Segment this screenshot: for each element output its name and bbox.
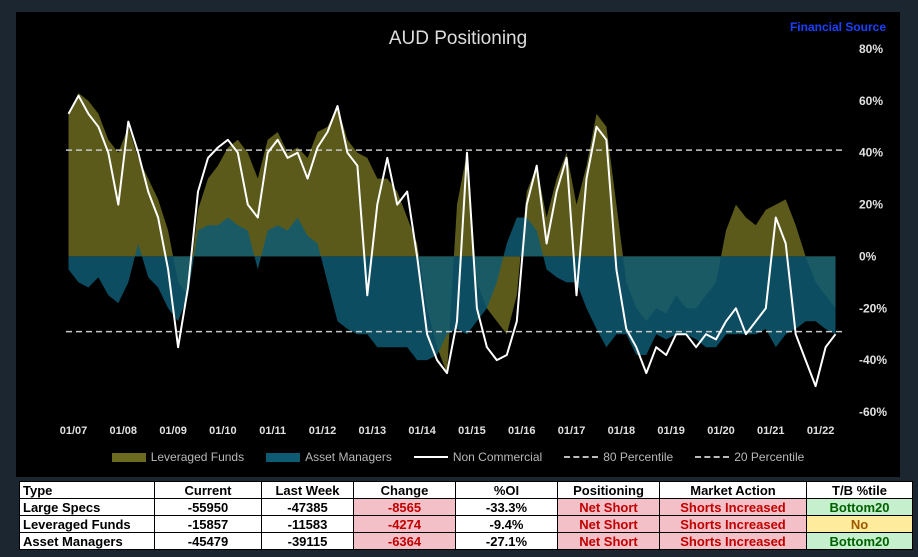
chart-panel: 80% 60% 40% 20% 0% -20% -40% -60% 01/07 01/08 01/0… [16, 12, 900, 477]
x-tick-label: 01/14 [408, 425, 436, 437]
col-last-week: Last Week [261, 481, 354, 499]
x-tick-label: 01/21 [757, 425, 785, 437]
col-tb-percentile: T/B %tile [806, 481, 913, 499]
legend-label: Non Commercial [452, 450, 543, 464]
table-header-row: Type Current Last Week Change %OI Positi… [19, 481, 913, 499]
cell-type: Leveraged Funds [19, 515, 155, 533]
legend-swatch [413, 456, 448, 458]
cell-market-action: Shorts Increased [659, 515, 807, 533]
legend-item-80-percentile: 80 Percentile [564, 450, 673, 464]
x-tick-label: 01/20 [707, 425, 735, 437]
x-tick-label: 01/22 [807, 425, 835, 437]
chart-svg: 80% 60% 40% 20% 0% -20% -40% -60% 01/07 01/08 01/0… [60, 42, 888, 437]
col-type: Type [19, 481, 155, 499]
legend-label: 20 Percentile [734, 450, 805, 464]
x-tick-label: 01/10 [209, 425, 237, 437]
source-label: Financial Source [789, 20, 886, 34]
cell-oi: -33.3% [455, 498, 558, 516]
y-tick-label: -60% [859, 405, 887, 419]
chart-title: AUD Positioning [388, 28, 528, 49]
x-tick-label: 01/19 [657, 425, 685, 437]
cell-tb-percentile: Bottom20 [806, 532, 913, 550]
cell-change: -4274 [353, 515, 456, 533]
cell-positioning: Net Short [557, 515, 660, 533]
legend: Leveraged Funds Asset Managers Non Comme… [16, 450, 900, 464]
legend-item-leveraged-funds: Leveraged Funds [111, 450, 245, 464]
table-row: Leveraged Funds -15857 -11583 -4274 -9.4… [19, 515, 913, 533]
cell-oi: -9.4% [455, 515, 558, 533]
cell-tb-percentile: No [806, 515, 913, 533]
area-asset-managers [68, 217, 836, 361]
legend-item-non-commercial: Non Commercial [413, 450, 543, 464]
y-tick-label: 0% [859, 249, 877, 263]
cell-last-week: -11583 [261, 515, 354, 533]
legend-swatch [111, 452, 146, 462]
y-tick-label: -40% [859, 353, 887, 367]
line-non-commercial [67, 94, 837, 388]
x-tick-label: 01/13 [359, 425, 387, 437]
col-change: Change [353, 481, 456, 499]
cell-type: Large Specs [19, 498, 155, 516]
legend-label: 80 Percentile [603, 450, 674, 464]
y-tick-label: -20% [859, 301, 887, 315]
legend-label: Asset Managers [305, 450, 392, 464]
x-tick-label: 01/18 [608, 425, 636, 437]
x-tick-label: 01/08 [110, 425, 138, 437]
x-tick-label: 01/16 [508, 425, 536, 437]
y-tick-label: 40% [859, 146, 883, 160]
x-tick-label: 01/11 [259, 425, 286, 437]
cell-market-action: Shorts Increased [659, 532, 807, 550]
x-tick-label: 01/15 [458, 425, 486, 437]
x-tick-label: 01/17 [558, 425, 586, 437]
legend-swatch [266, 452, 301, 462]
table-row: Asset Managers -45479 -39115 -6364 -27.1… [19, 532, 913, 550]
col-current: Current [154, 481, 262, 499]
cell-positioning: Net Short [557, 498, 660, 516]
x-tick-label: 01/09 [159, 425, 187, 437]
cell-current: -15857 [154, 515, 262, 533]
col-market-action: Market Action [659, 481, 807, 499]
legend-swatch [564, 456, 599, 458]
legend-label: Leveraged Funds [150, 450, 245, 464]
legend-item-asset-managers: Asset Managers [266, 450, 392, 464]
col-oi: %OI [455, 481, 558, 499]
positioning-table: Type Current Last Week Change %OI Positi… [19, 481, 913, 550]
y-tick-label: 80% [859, 42, 883, 56]
cell-type: Asset Managers [19, 532, 155, 550]
cell-last-week: -39115 [261, 532, 354, 550]
cell-market-action: Shorts Increased [659, 498, 807, 516]
legend-item-20-percentile: 20 Percentile [695, 450, 804, 464]
col-positioning: Positioning [557, 481, 660, 499]
cell-positioning: Net Short [557, 532, 660, 550]
cell-change: -6364 [353, 532, 456, 550]
cell-oi: -27.1% [455, 532, 558, 550]
cell-last-week: -47385 [261, 498, 354, 516]
cell-tb-percentile: Bottom20 [806, 498, 913, 516]
legend-swatch [695, 456, 730, 458]
x-tick-label: 01/07 [60, 425, 88, 437]
cell-change: -8565 [353, 498, 456, 516]
table-row: Large Specs -55950 -47385 -8565 -33.3% N… [19, 498, 913, 516]
x-tick-label: 01/12 [309, 425, 337, 437]
y-tick-label: 60% [859, 94, 883, 108]
cell-current: -55950 [154, 498, 262, 516]
y-tick-label: 20% [859, 198, 883, 212]
cell-current: -45479 [154, 532, 262, 550]
